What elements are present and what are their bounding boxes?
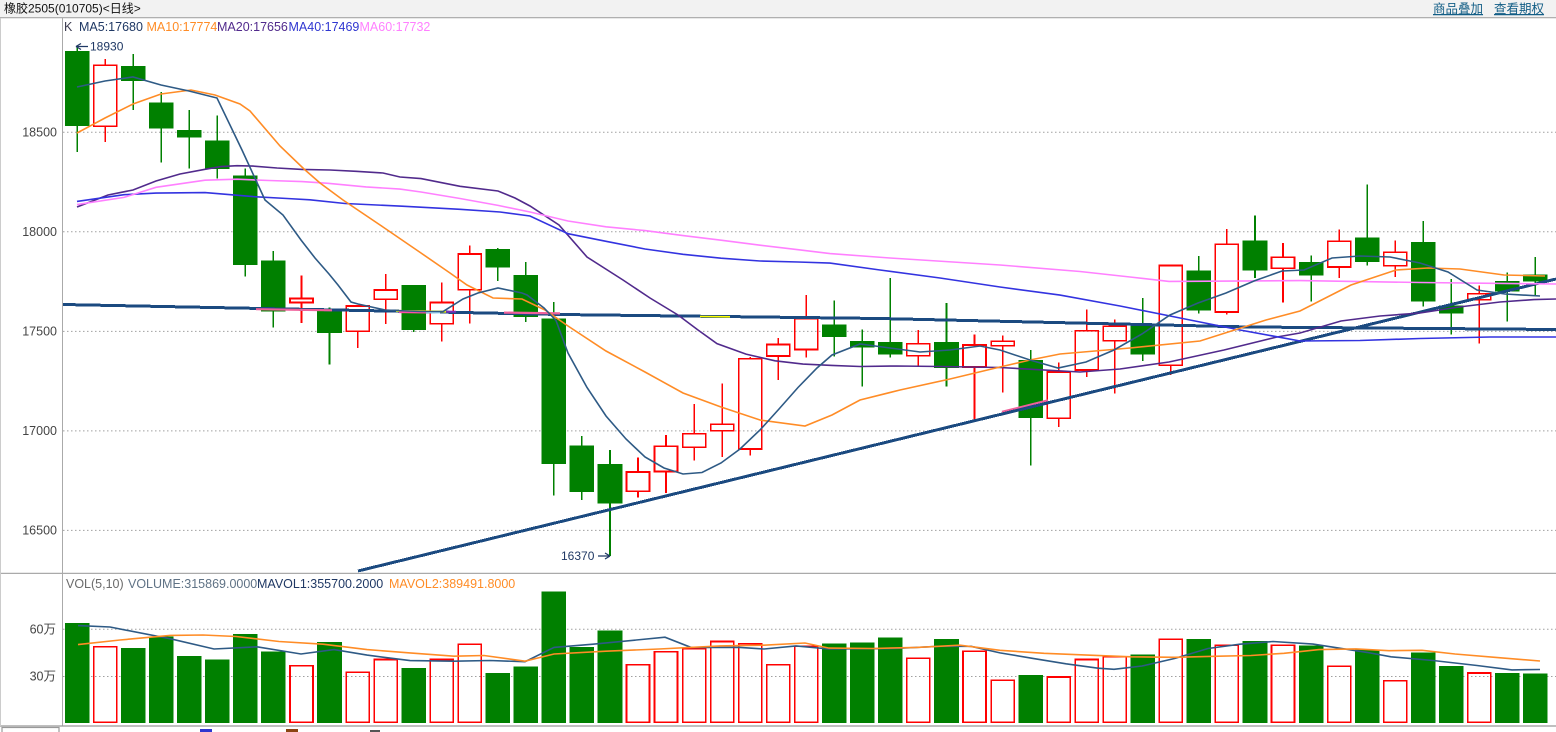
- svg-text:16370: 16370: [561, 549, 595, 563]
- svg-text:MA5:17680: MA5:17680: [79, 20, 143, 34]
- svg-text:18500: 18500: [22, 126, 57, 140]
- svg-text:17500: 17500: [22, 325, 57, 339]
- svg-text:60万: 60万: [30, 623, 56, 637]
- svg-text:VOL(5,10): VOL(5,10): [66, 577, 124, 591]
- svg-text:MA20:17656: MA20:17656: [217, 20, 288, 34]
- svg-text:MA60:17732: MA60:17732: [360, 20, 431, 34]
- svg-text:17000: 17000: [22, 424, 57, 438]
- svg-text:橡胶2505(010705)<日线>: 橡胶2505(010705)<日线>: [4, 1, 141, 16]
- svg-text:16500: 16500: [22, 524, 57, 538]
- svg-text:VOLUME:315869.0000: VOLUME:315869.0000: [128, 577, 257, 591]
- svg-text:18000: 18000: [22, 225, 57, 239]
- svg-text:MAVOL2:389491.8000: MAVOL2:389491.8000: [389, 577, 515, 591]
- svg-text:30万: 30万: [30, 670, 56, 684]
- svg-text:商品叠加: 商品叠加: [1433, 1, 1483, 16]
- svg-text:K: K: [64, 20, 73, 34]
- svg-text:18930: 18930: [90, 40, 124, 54]
- svg-text:MA40:17469: MA40:17469: [289, 20, 360, 34]
- svg-text:MAVOL1:355700.2000: MAVOL1:355700.2000: [257, 577, 383, 591]
- svg-text:查看期权: 查看期权: [1494, 1, 1545, 16]
- svg-text:MA10:17774: MA10:17774: [147, 20, 218, 34]
